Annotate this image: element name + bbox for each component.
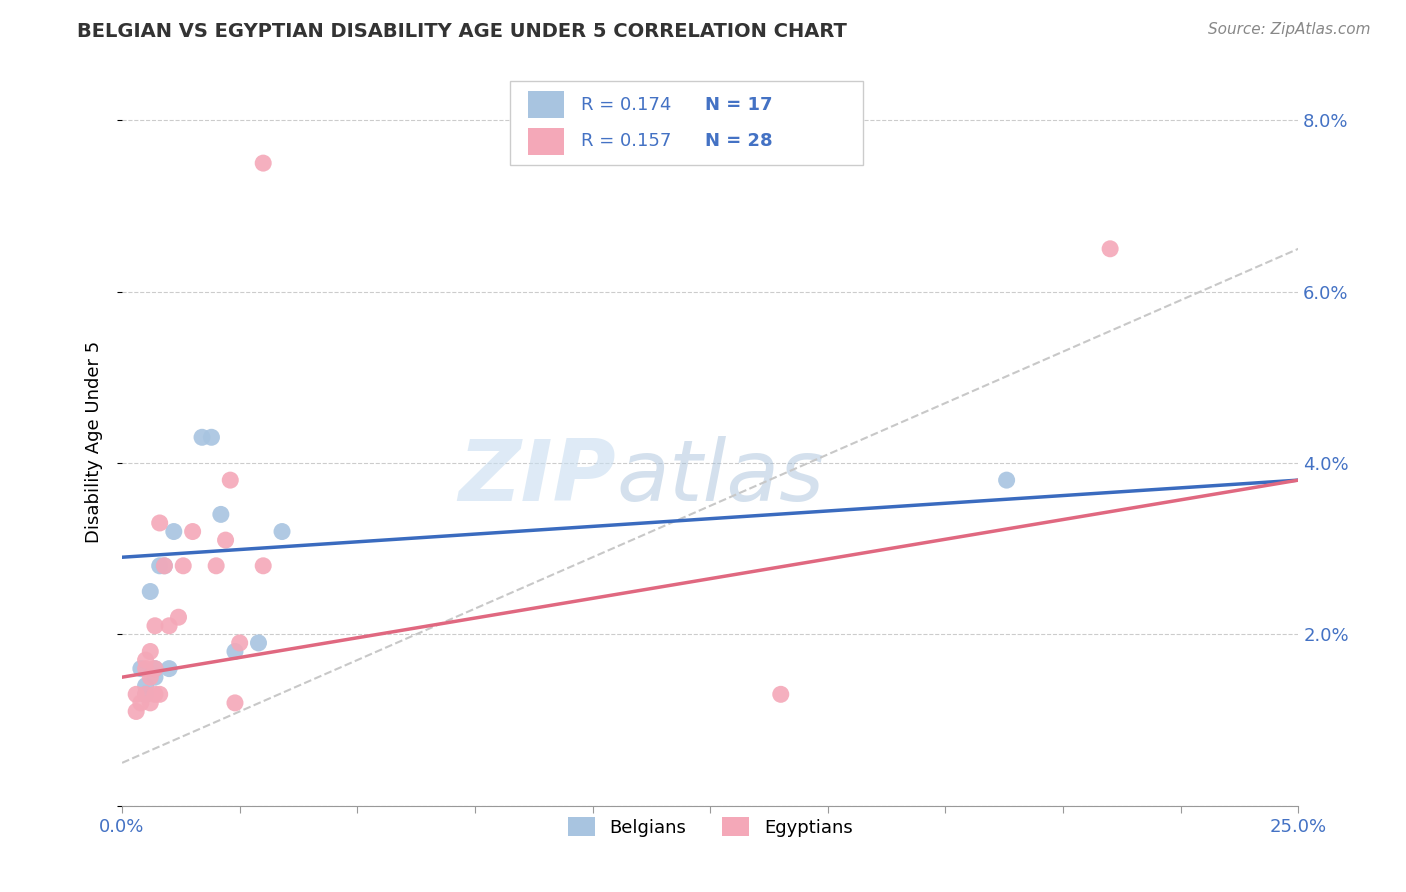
Point — [125, 687, 148, 701]
Point — [135, 687, 157, 701]
Point — [995, 473, 1018, 487]
Point — [209, 508, 232, 522]
Point — [135, 653, 157, 667]
Point — [167, 610, 190, 624]
Text: N = 17: N = 17 — [704, 95, 772, 113]
Point — [157, 662, 180, 676]
Text: R = 0.157: R = 0.157 — [581, 132, 672, 151]
Point — [224, 696, 246, 710]
Point — [139, 670, 162, 684]
Point — [769, 687, 792, 701]
Legend: Belgians, Egyptians: Belgians, Egyptians — [561, 810, 860, 844]
Text: R = 0.174: R = 0.174 — [581, 95, 672, 113]
Point — [125, 705, 148, 719]
Point — [157, 619, 180, 633]
Text: N = 28: N = 28 — [704, 132, 772, 151]
Y-axis label: Disability Age Under 5: Disability Age Under 5 — [86, 341, 103, 542]
Point — [139, 696, 162, 710]
Point — [129, 696, 152, 710]
Point — [224, 644, 246, 658]
Point — [191, 430, 214, 444]
Bar — [527, 128, 564, 155]
Point — [143, 687, 166, 701]
Point — [252, 558, 274, 573]
Point — [271, 524, 294, 539]
Point — [219, 473, 242, 487]
Point — [135, 687, 157, 701]
Text: atlas: atlas — [616, 436, 824, 519]
Point — [247, 636, 270, 650]
Point — [149, 516, 172, 530]
Text: BELGIAN VS EGYPTIAN DISABILITY AGE UNDER 5 CORRELATION CHART: BELGIAN VS EGYPTIAN DISABILITY AGE UNDER… — [77, 22, 848, 41]
Point — [143, 662, 166, 676]
Point — [205, 558, 228, 573]
Point — [228, 636, 250, 650]
Point — [153, 558, 176, 573]
Point — [143, 619, 166, 633]
Point — [1099, 242, 1122, 256]
Point — [200, 430, 222, 444]
Point — [214, 533, 236, 547]
Point — [163, 524, 186, 539]
Point — [149, 687, 172, 701]
Point — [252, 156, 274, 170]
Point — [139, 584, 162, 599]
Point — [139, 644, 162, 658]
Point — [143, 662, 166, 676]
FancyBboxPatch shape — [510, 81, 863, 165]
Point — [135, 679, 157, 693]
Text: ZIP: ZIP — [458, 436, 616, 519]
Point — [149, 558, 172, 573]
Bar — [527, 91, 564, 119]
Point — [153, 558, 176, 573]
Point — [143, 670, 166, 684]
Text: Source: ZipAtlas.com: Source: ZipAtlas.com — [1208, 22, 1371, 37]
Point — [129, 662, 152, 676]
Point — [172, 558, 194, 573]
Point — [181, 524, 204, 539]
Point — [135, 662, 157, 676]
